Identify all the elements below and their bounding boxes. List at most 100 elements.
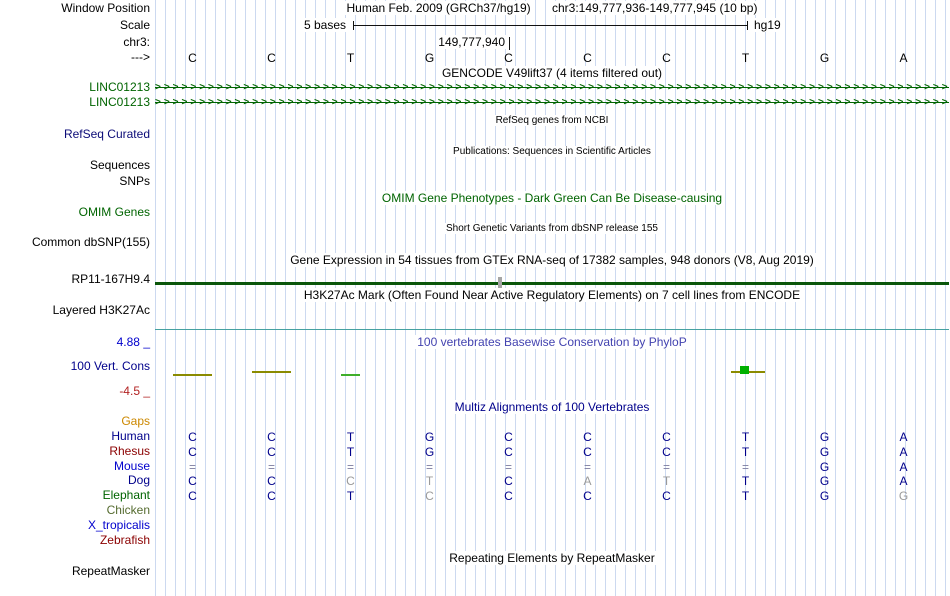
h3k27ac-track-title: H3K27Ac Mark (Often Found Near Active Re… <box>155 288 949 302</box>
aln-base: C <box>504 445 513 459</box>
phylop-track-title-text: 100 vertebrates Basewise Conservation by… <box>414 335 690 349</box>
aln-base: C <box>662 430 671 444</box>
ref-base: C <box>188 51 197 65</box>
aln-base: T <box>741 445 750 459</box>
phylop-score-mark <box>173 374 212 376</box>
h3k27ac-track-title-text: H3K27Ac Mark (Often Found Near Active Re… <box>300 288 804 302</box>
window-position-title: Human Feb. 2009 (GRCh37/hg19) chr3:149,7… <box>155 1 949 15</box>
ruler-coordinate-tick <box>509 37 510 50</box>
alignment-row-human: C C T G C C C T G A <box>153 430 943 444</box>
aln-base: C <box>188 445 197 459</box>
ref-base: A <box>899 51 908 65</box>
aln-base: C <box>346 474 355 488</box>
species-label-x-tropicalis[interactable]: X_tropicalis <box>0 519 150 532</box>
omim-track-title: OMIM Gene Phenotypes - Dark Green Can Be… <box>155 191 949 205</box>
aln-base: G <box>424 445 435 459</box>
phylop-axis-max: 4.88 _ <box>0 336 150 349</box>
alignment-row-elephant: C C T C C C C T G G <box>153 489 943 503</box>
publications-track-title-text: Publications: Sequences in Scientific Ar… <box>450 146 654 157</box>
ruler-coordinate: 149,777,940 <box>300 35 507 49</box>
ref-base: C <box>662 51 671 65</box>
region-coordinates: chr3:149,777,936-149,777,945 (10 bp) <box>548 1 761 15</box>
species-label-chicken[interactable]: Chicken <box>0 504 150 517</box>
track-label-repeatmasker[interactable]: RepeatMasker <box>0 565 150 578</box>
aln-base: T <box>741 489 750 503</box>
gene-label-rp11-167h9-4[interactable]: RP11-167H9.4 <box>0 273 150 286</box>
aln-base: C <box>583 445 592 459</box>
aln-base: C <box>504 489 513 503</box>
refseq-track-title-text: RefSeq genes from NCBI <box>492 115 612 126</box>
track-label-refseq-curated[interactable]: RefSeq Curated <box>0 128 150 141</box>
aln-base: C <box>188 489 197 503</box>
ref-base: C <box>267 51 276 65</box>
aln-base: C <box>267 430 276 444</box>
strand-direction-label: ---> <box>0 51 150 64</box>
gtex-track-title: Gene Expression in 54 tissues from GTEx … <box>155 253 949 267</box>
aln-base: T <box>662 474 671 488</box>
gencode-track-title: GENCODE V49lift37 (4 items filtered out) <box>155 66 949 80</box>
species-label-rhesus[interactable]: Rhesus <box>0 445 150 458</box>
multiz-track-title: Multiz Alignments of 100 Vertebrates <box>155 400 949 414</box>
species-label-zebrafish[interactable]: Zebrafish <box>0 534 150 547</box>
aln-base: T <box>425 474 434 488</box>
scale-label: Scale <box>0 19 150 32</box>
aln-base: C <box>662 489 671 503</box>
track-label-gaps[interactable]: Gaps <box>0 415 150 428</box>
gene-model-linc01213-2[interactable]: >>>>>>>>>>>>>>>>>>>>>>>>>>>>>>>>>>>>>>>>… <box>155 96 949 109</box>
aln-base: C <box>583 430 592 444</box>
aln-base: G <box>424 430 435 444</box>
scale-value: 5 bases <box>155 18 348 32</box>
aln-base: G <box>819 430 830 444</box>
assembly-title: Human Feb. 2009 (GRCh37/hg19) <box>343 1 534 15</box>
gtex-gene-bar[interactable] <box>155 282 949 285</box>
track-label-common-dbsnp[interactable]: Common dbSNP(155) <box>0 236 150 249</box>
phylop-track-title: 100 vertebrates Basewise Conservation by… <box>155 335 949 349</box>
aln-gap: = <box>583 460 591 474</box>
aln-base: T <box>741 430 750 444</box>
aln-base: A <box>899 460 908 474</box>
gtex-gene-exon-mark <box>498 277 502 288</box>
species-label-elephant[interactable]: Elephant <box>0 489 150 502</box>
phylop-positive-score-box <box>740 366 749 374</box>
ref-base: T <box>346 51 355 65</box>
aln-base: C <box>188 474 197 488</box>
species-label-human[interactable]: Human <box>0 430 150 443</box>
publications-track-title: Publications: Sequences in Scientific Ar… <box>155 145 949 158</box>
track-label-layered-h3k27ac[interactable]: Layered H3K27Ac <box>0 304 150 317</box>
alignment-row-mouse: = = = = = = = = G A <box>153 460 943 474</box>
gene-label-linc01213-2[interactable]: LINC01213 <box>0 96 150 109</box>
track-label-snps[interactable]: SNPs <box>0 175 150 188</box>
ruler-coordinate-text: 149,777,940 <box>436 35 507 49</box>
gene-model-linc01213-1[interactable]: >>>>>>>>>>>>>>>>>>>>>>>>>>>>>>>>>>>>>>>>… <box>155 81 949 94</box>
track-label-omim-genes[interactable]: OMIM Genes <box>0 206 150 219</box>
phylop-axis-min: -4.5 _ <box>0 385 150 398</box>
aln-base: A <box>899 474 908 488</box>
ref-base: C <box>583 51 592 65</box>
omim-track-title-text: OMIM Gene Phenotypes - Dark Green Can Be… <box>378 191 726 205</box>
reference-base-row: C C T G C C C T G A <box>153 51 943 65</box>
species-label-dog[interactable]: Dog <box>0 474 150 487</box>
phylop-score-mark <box>252 371 291 373</box>
aln-base: C <box>425 489 434 503</box>
strand-arrows: >>>>>>>>>>>>>>>>>>>>>>>>>>>>>>>>>>>>>>>>… <box>155 97 949 108</box>
gtex-track-title-text: Gene Expression in 54 tissues from GTEx … <box>287 253 817 267</box>
species-label-mouse[interactable]: Mouse <box>0 460 150 473</box>
aln-base: A <box>899 445 908 459</box>
aln-base: C <box>504 474 513 488</box>
alignment-row-dog: C C C T C A T T G A <box>153 474 943 488</box>
track-label-100-vert-cons[interactable]: 100 Vert. Cons <box>0 360 150 373</box>
aln-base: C <box>267 474 276 488</box>
aln-base: G <box>819 460 830 474</box>
aln-gap: = <box>504 460 512 474</box>
dbsnp-track-title-text: Short Genetic Variants from dbSNP releas… <box>443 223 661 234</box>
aln-gap: = <box>662 460 670 474</box>
repeatmasker-track-title-text: Repeating Elements by RepeatMasker <box>446 551 658 565</box>
gene-label-linc01213-1[interactable]: LINC01213 <box>0 81 150 94</box>
ref-base: G <box>819 51 830 65</box>
alignment-row-rhesus: C C T G C C C T G A <box>153 445 943 459</box>
aln-base: T <box>346 489 355 503</box>
ref-base: T <box>741 51 750 65</box>
track-label-sequences[interactable]: Sequences <box>0 159 150 172</box>
aln-gap: = <box>741 460 749 474</box>
